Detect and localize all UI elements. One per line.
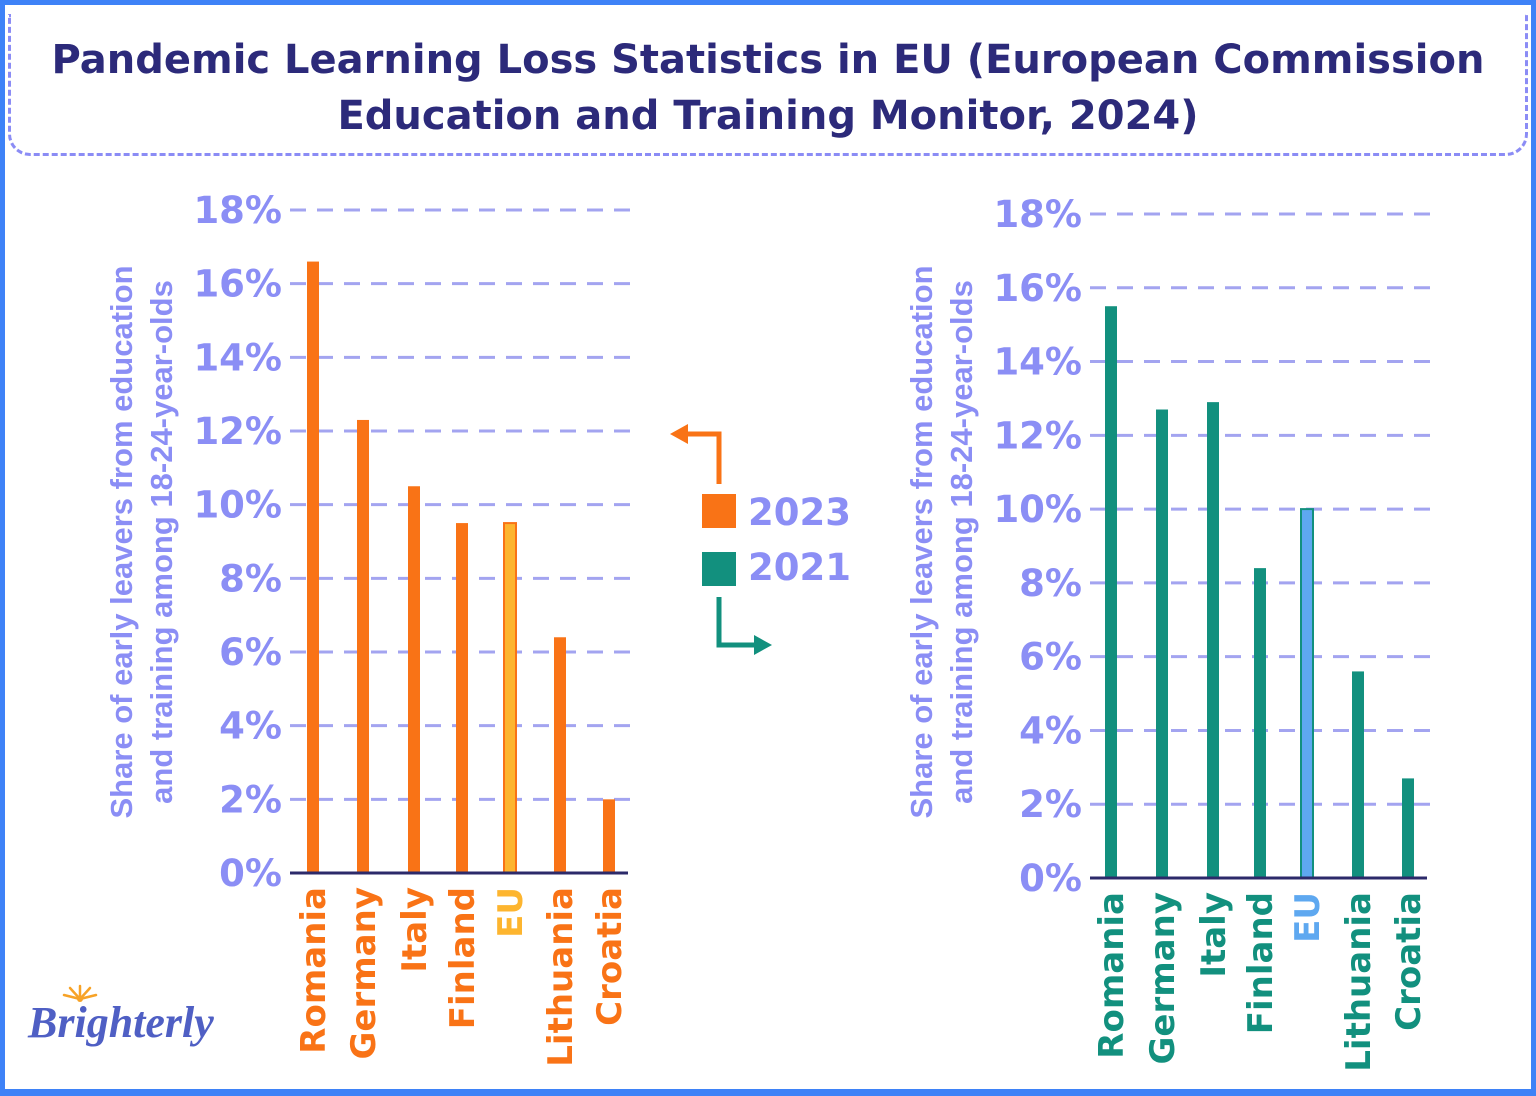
bar-romania: [1105, 306, 1117, 878]
x-tick-label: EU: [491, 887, 531, 938]
x-tick-label: EU: [1288, 892, 1328, 943]
legend-swatch-2021: [702, 552, 736, 586]
y-tick-label: 8%: [1019, 562, 1082, 605]
y-tick-label: 6%: [219, 631, 282, 674]
y-axis-title: Share of early leavers from education: [104, 265, 139, 818]
y-axis-title: and training among 18-24-year-olds: [944, 280, 979, 804]
y-tick-label: 0%: [1019, 857, 1082, 900]
legend-swatch-2023: [702, 494, 736, 528]
bar-lithuania: [554, 637, 566, 873]
bar-eu: [503, 522, 517, 874]
x-tick-label: Croatia: [590, 887, 630, 1026]
x-tick-label: Lithuania: [1339, 892, 1379, 1072]
legend-label-2023: 2023: [748, 491, 851, 534]
arrow-head-left-icon: [670, 424, 688, 444]
legend-arrow-left-icon: [684, 431, 722, 484]
x-tick-label: Romania: [294, 887, 334, 1054]
y-tick-label: 16%: [993, 267, 1082, 310]
y-tick-label: 10%: [993, 488, 1082, 531]
bar-eu: [1300, 508, 1314, 879]
bar-germany: [1156, 409, 1168, 878]
legend-arrow-right-icon: [716, 597, 756, 648]
chart-title: Pandemic Learning Loss Statistics in EU …: [51, 37, 1485, 139]
brighterly-logo: Brighterly: [28, 998, 214, 1047]
bar-croatia: [603, 799, 615, 873]
bar-croatia: [1402, 778, 1414, 878]
x-tick-label: Romania: [1092, 892, 1132, 1059]
x-tick-label: Italy: [395, 887, 435, 973]
arrow-head-right-icon: [754, 635, 772, 655]
x-tick-label: Croatia: [1389, 892, 1429, 1031]
y-tick-label: 8%: [219, 557, 282, 600]
y-tick-label: 18%: [993, 193, 1082, 236]
bar-germany: [357, 419, 369, 873]
legend-label-2021: 2021: [748, 546, 851, 589]
y-tick-label: 16%: [193, 263, 282, 306]
y-axis-title: and training among 18-24-year-olds: [144, 280, 179, 804]
x-tick-label: Lithuania: [541, 887, 581, 1067]
title-box: [8, 14, 1528, 156]
y-tick-label: 10%: [193, 484, 282, 527]
y-tick-label: 18%: [193, 189, 282, 232]
x-tick-label: Finland: [1241, 892, 1281, 1034]
bar-finland: [456, 523, 468, 873]
y-tick-label: 14%: [193, 336, 282, 379]
x-tick-label: Italy: [1194, 892, 1234, 978]
bar-italy: [1207, 402, 1219, 878]
y-axis-title: Share of early leavers from education: [904, 265, 939, 818]
y-tick-label: 2%: [1019, 783, 1082, 826]
bar-finland: [1254, 568, 1266, 878]
sun-icon: [62, 984, 98, 1002]
y-tick-label: 12%: [993, 414, 1082, 457]
x-tick-label: Germany: [1143, 892, 1183, 1064]
y-tick-label: 12%: [193, 410, 282, 453]
y-tick-label: 0%: [219, 852, 282, 895]
y-tick-label: 4%: [1019, 709, 1082, 752]
bar-lithuania: [1352, 671, 1364, 878]
y-tick-label: 2%: [219, 778, 282, 821]
y-tick-label: 14%: [993, 341, 1082, 384]
y-tick-label: 6%: [1019, 636, 1082, 679]
x-tick-label: Finland: [443, 887, 483, 1029]
x-tick-label: Germany: [344, 887, 384, 1059]
y-tick-label: 4%: [219, 705, 282, 748]
chart-canvas: [5, 5, 1531, 1089]
bar-romania: [307, 261, 319, 874]
bar-italy: [408, 486, 420, 873]
